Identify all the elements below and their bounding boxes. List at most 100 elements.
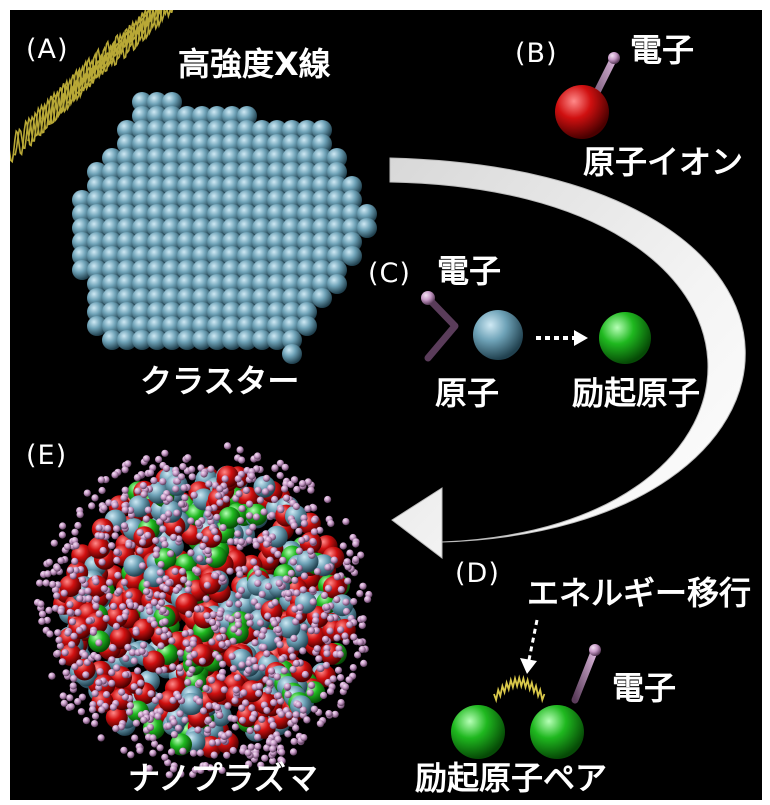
plasma-electron: [284, 730, 292, 738]
cluster-atom: [87, 176, 107, 196]
cluster-atom: [282, 148, 302, 168]
cluster-atom: [147, 162, 167, 182]
plasma-electron: [97, 476, 105, 484]
plasma-electron: [252, 663, 260, 671]
plasma-electron: [143, 580, 151, 589]
cluster-atom: [177, 232, 197, 252]
plasma-electron: [131, 734, 139, 742]
plasma-electron: [218, 641, 226, 649]
plasma-electron: [260, 508, 268, 516]
plasma-electron: [91, 712, 100, 720]
electron: [589, 644, 601, 656]
plasma-electron: [222, 495, 230, 503]
xray-wave: [10, 10, 175, 164]
plasma-electron: [334, 666, 343, 674]
cluster-atom: [207, 316, 227, 336]
plasma-electron: [120, 578, 128, 587]
plasma-electron: [240, 689, 248, 697]
plasma-electron: [184, 586, 192, 594]
plasma-electron: [85, 595, 93, 603]
cluster-atom: [207, 330, 227, 350]
plasma-electron: [349, 664, 357, 672]
plasma-electron: [137, 605, 145, 613]
cluster-atom: [237, 232, 257, 252]
plasma-electron: [156, 744, 164, 752]
plasma-electron: [190, 650, 198, 659]
cluster-atom: [252, 218, 272, 238]
cluster-atom: [237, 162, 257, 182]
plasma-electron: [157, 560, 165, 569]
transfer-arrow: [527, 619, 539, 661]
cluster-atom: [207, 288, 227, 308]
plasma-electron: [221, 475, 229, 483]
cluster: [72, 92, 377, 364]
plasma-electron: [229, 665, 238, 673]
plasma-electron: [68, 618, 77, 626]
cluster-atom: [117, 260, 137, 280]
cluster-atom: [267, 302, 287, 322]
plasma-electron: [225, 730, 233, 738]
nanoplasma: [33, 442, 373, 779]
cluster-atom: [222, 204, 242, 224]
plasma-electron: [145, 764, 153, 773]
cluster-atom: [222, 134, 242, 154]
cluster-atom: [222, 162, 242, 182]
plasma-electron: [150, 598, 158, 607]
cluster-atom: [132, 302, 152, 322]
cluster-atom: [237, 246, 257, 266]
cluster-atom: [282, 120, 302, 140]
plasma-electron: [320, 691, 328, 700]
plasma-electron: [346, 549, 354, 557]
plasma-electron: [309, 537, 317, 546]
plasma-electron: [196, 749, 204, 757]
cluster-atom: [222, 274, 242, 294]
cluster-atom: [72, 260, 92, 280]
plasma-electron: [196, 555, 204, 563]
xray-wave-line: [41, 10, 174, 126]
cluster-atom: [222, 232, 242, 252]
plasma-electron: [207, 465, 215, 473]
cluster-atom: [312, 232, 332, 252]
plasma-electron: [149, 734, 157, 742]
cluster-atom: [102, 316, 122, 336]
cluster-atom: [177, 134, 197, 154]
plasma-electron: [263, 744, 271, 752]
plasma-electron: [292, 724, 300, 732]
plasma-particle: [170, 733, 192, 756]
plasma-electron: [140, 490, 148, 499]
plasma-electron: [205, 480, 213, 488]
plasma-electron: [248, 704, 256, 712]
cluster-atom: [177, 302, 197, 322]
plasma-electron: [105, 579, 114, 587]
plasma-particle: [109, 627, 132, 650]
cluster-atom: [102, 274, 122, 294]
plasma-electron: [66, 694, 74, 702]
plasma-electron: [346, 621, 354, 629]
cluster-atom: [162, 162, 182, 182]
plasma-electron: [170, 533, 178, 541]
plasma-electron: [156, 577, 164, 585]
cluster-atom: [252, 330, 272, 350]
plasma-electron: [358, 645, 366, 654]
cluster-atom: [222, 260, 242, 280]
plasma-electron: [111, 471, 119, 479]
cluster-atom: [297, 162, 317, 182]
plasma-electron: [98, 706, 106, 714]
plasma-electron: [165, 510, 173, 518]
plasma-electron: [298, 536, 306, 545]
plasma-electron: [285, 589, 293, 598]
plasma-electron: [327, 615, 335, 623]
plasma-electron: [91, 690, 99, 698]
plasma-electron: [359, 615, 367, 623]
plasma-electron: [176, 664, 184, 672]
plasma-electron: [211, 572, 220, 580]
plasma-electron: [132, 719, 140, 727]
plasma-electron: [98, 532, 106, 540]
cluster-atom: [102, 218, 122, 238]
plasma-electron: [223, 442, 232, 450]
plasma-electron: [112, 622, 120, 631]
plasma-electron: [336, 650, 344, 659]
plasma-electron: [285, 711, 293, 719]
cluster-atom: [282, 134, 302, 154]
plasma-electron: [135, 688, 143, 696]
